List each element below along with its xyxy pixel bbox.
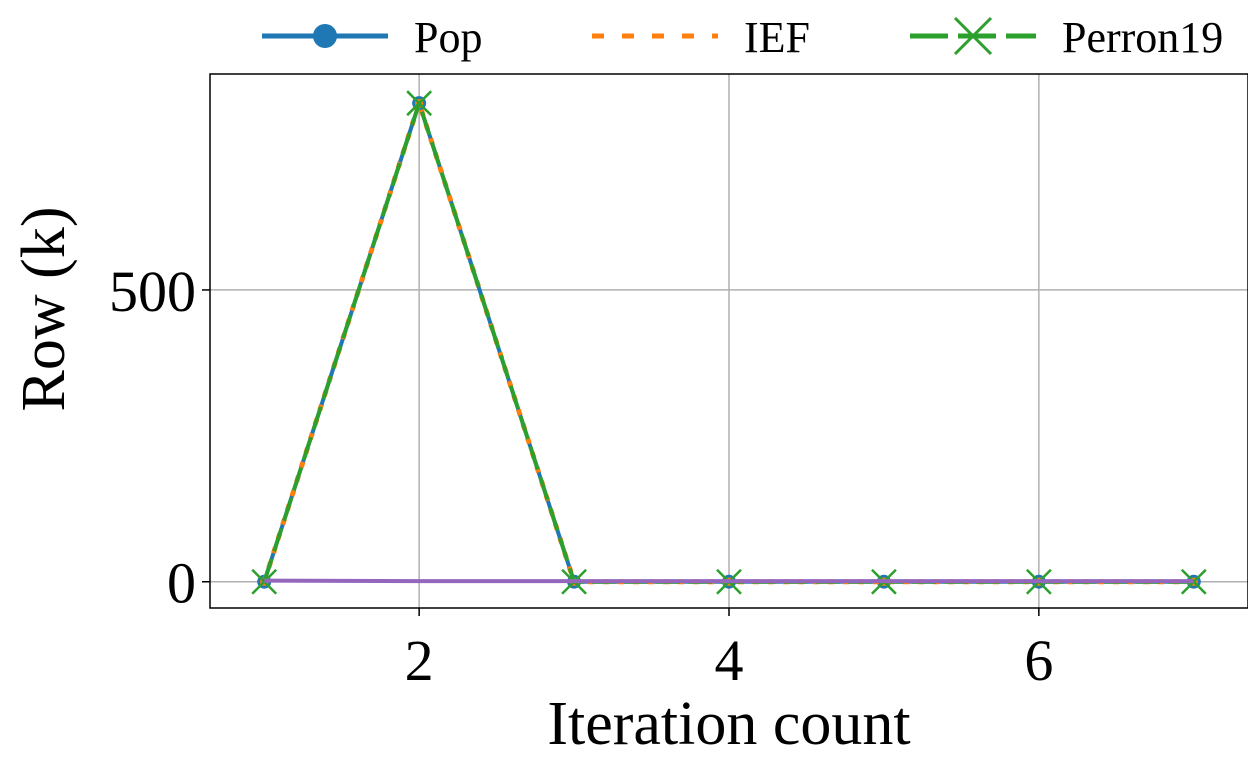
legend-label: Perron19 [1062, 13, 1223, 62]
series-line [264, 578, 1194, 584]
data-point [1180, 568, 1207, 595]
grid-lines [210, 74, 1248, 608]
legend-label: IEF [744, 13, 810, 62]
legend-item-perron19: Perron19 [910, 13, 1223, 62]
legend-item-pop: Pop [262, 13, 482, 62]
legend-item-ief: IEF [592, 13, 810, 62]
legend-label: Pop [414, 13, 482, 62]
legend-marker [953, 16, 993, 56]
series-layer [251, 90, 1207, 595]
legend: Pop IEF Perron19 [262, 13, 1223, 62]
axis-ticks: 2 4 6 0 500 [109, 259, 1053, 693]
series-unlabeled [264, 578, 1194, 584]
x-axis-label: Iteration count [547, 690, 910, 758]
x-tick-label: 2 [405, 628, 434, 693]
y-tick-label: 500 [109, 259, 196, 324]
data-point [406, 90, 433, 117]
y-tick-label: 0 [167, 551, 196, 616]
legend-marker [313, 24, 337, 48]
x-tick-label: 4 [715, 628, 744, 693]
y-axis-label: Row (k) [10, 207, 78, 412]
x-tick-label: 6 [1024, 628, 1053, 693]
